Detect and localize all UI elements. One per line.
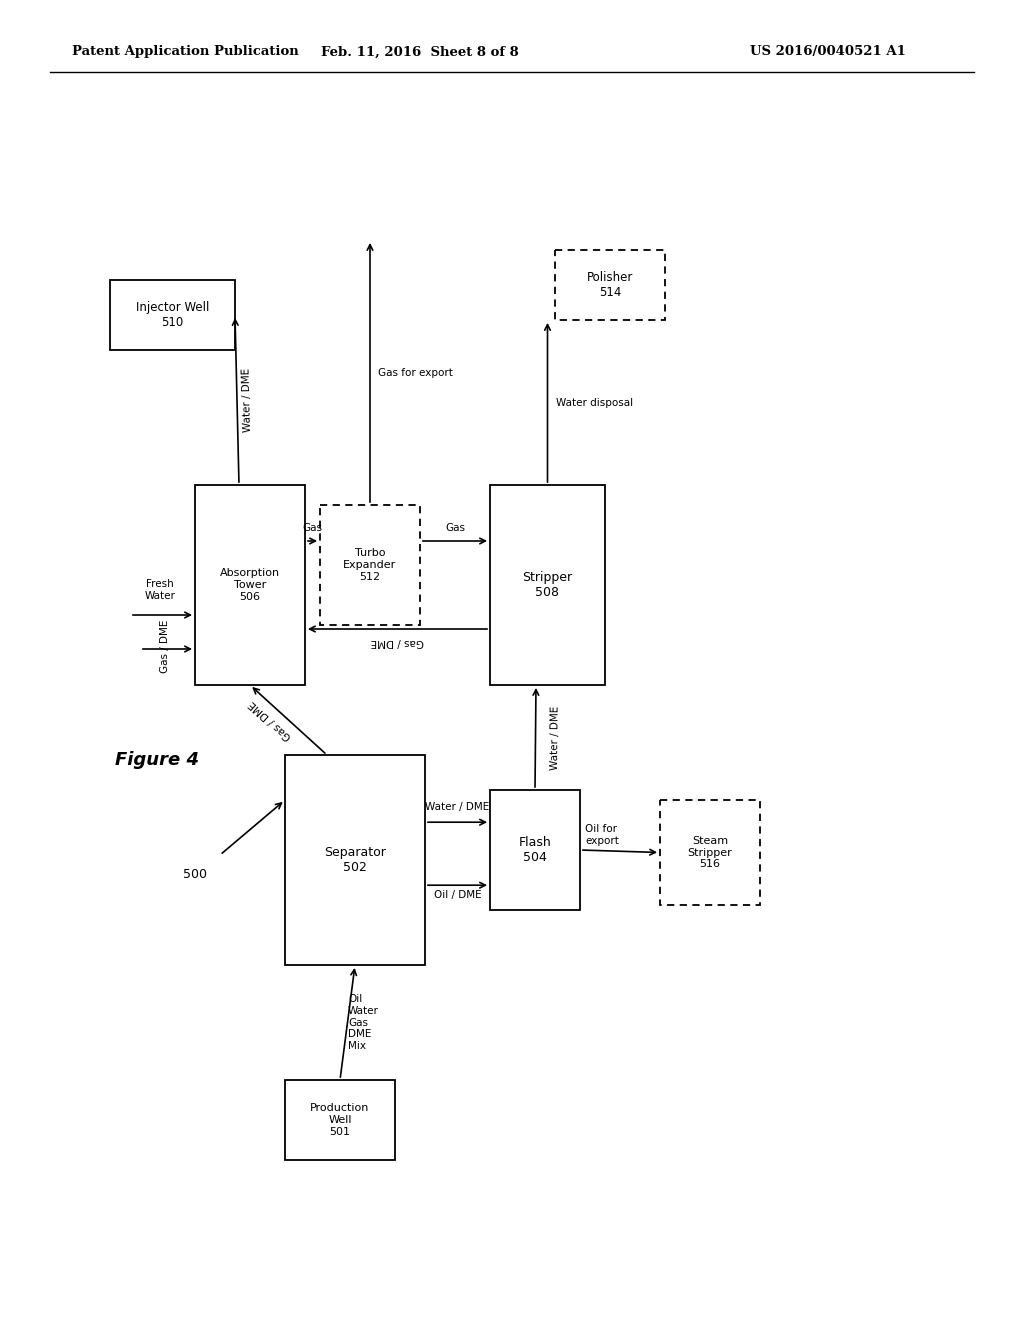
Text: Flash
504: Flash 504 [518, 836, 551, 865]
Bar [490, 789, 580, 909]
Bar [660, 800, 760, 906]
Text: Water / DME: Water / DME [550, 705, 561, 770]
Text: Polisher
514: Polisher 514 [587, 271, 633, 300]
Text: Production
Well
501: Production Well 501 [310, 1104, 370, 1137]
Text: Oil / DME: Oil / DME [434, 890, 481, 900]
Bar [110, 280, 234, 350]
Text: Patent Application Publication: Patent Application Publication [72, 45, 299, 58]
Text: Stripper
508: Stripper 508 [522, 572, 572, 599]
Text: Gas / DME: Gas / DME [248, 698, 294, 742]
Text: Turbo
Expander
512: Turbo Expander 512 [343, 548, 396, 582]
Text: Gas: Gas [445, 523, 465, 533]
Bar [195, 484, 305, 685]
Text: Separator
502: Separator 502 [324, 846, 386, 874]
Bar [555, 249, 665, 319]
Text: US 2016/0040521 A1: US 2016/0040521 A1 [750, 45, 906, 58]
Text: Fresh
Water: Fresh Water [144, 579, 175, 601]
Text: Water / DME: Water / DME [425, 803, 489, 812]
Text: 500: 500 [183, 869, 207, 880]
Text: Gas for export: Gas for export [378, 367, 453, 378]
Bar [319, 506, 420, 624]
Text: Water / DME: Water / DME [242, 368, 253, 432]
Text: Oil
Water
Gas
DME
Mix: Oil Water Gas DME Mix [348, 994, 379, 1051]
Text: Feb. 11, 2016  Sheet 8 of 8: Feb. 11, 2016 Sheet 8 of 8 [322, 45, 519, 58]
Text: Figure 4: Figure 4 [115, 751, 199, 770]
Text: Injector Well
510: Injector Well 510 [136, 301, 209, 329]
Text: Gas / DME: Gas / DME [160, 619, 170, 673]
Text: Water disposal: Water disposal [555, 397, 633, 408]
Bar [490, 484, 605, 685]
Bar [285, 755, 425, 965]
Text: Gas / DME: Gas / DME [371, 638, 424, 647]
Text: Steam
Stripper
516: Steam Stripper 516 [688, 836, 732, 869]
Bar [285, 1080, 395, 1160]
Text: Oil for
export: Oil for export [585, 824, 618, 846]
Text: Gas: Gas [302, 523, 323, 533]
Text: Absorption
Tower
506: Absorption Tower 506 [220, 569, 280, 602]
